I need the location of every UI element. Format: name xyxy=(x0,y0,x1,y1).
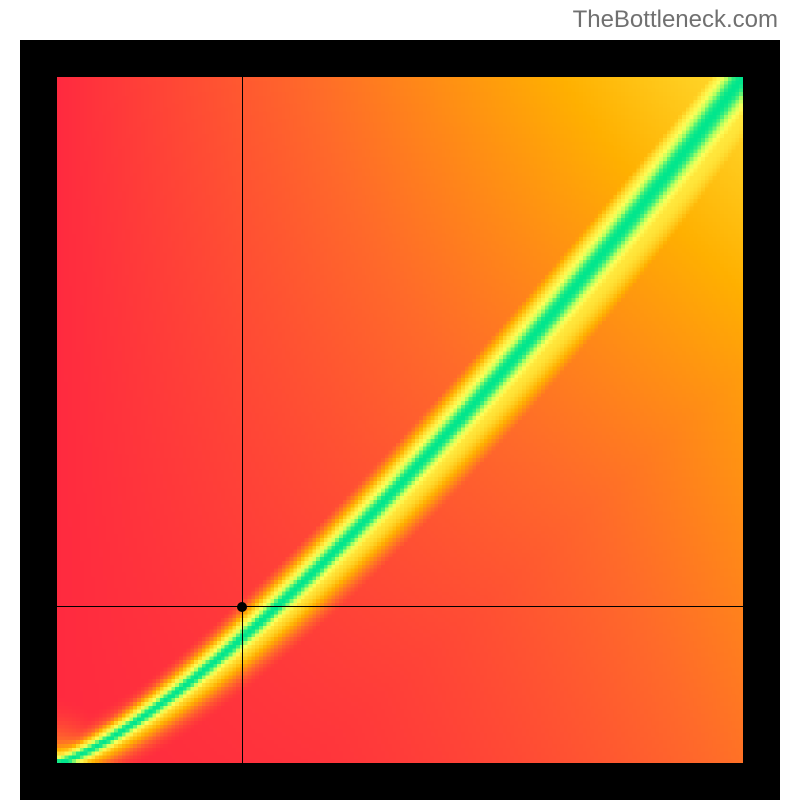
marker-dot xyxy=(237,602,247,612)
heatmap-canvas xyxy=(57,77,743,763)
plot-area xyxy=(57,77,743,763)
watermark-text: TheBottleneck.com xyxy=(573,6,778,34)
plot-frame xyxy=(20,40,780,800)
chart-container: TheBottleneck.com xyxy=(0,0,800,800)
crosshair-horizontal xyxy=(57,606,743,607)
crosshair-vertical xyxy=(242,77,243,763)
